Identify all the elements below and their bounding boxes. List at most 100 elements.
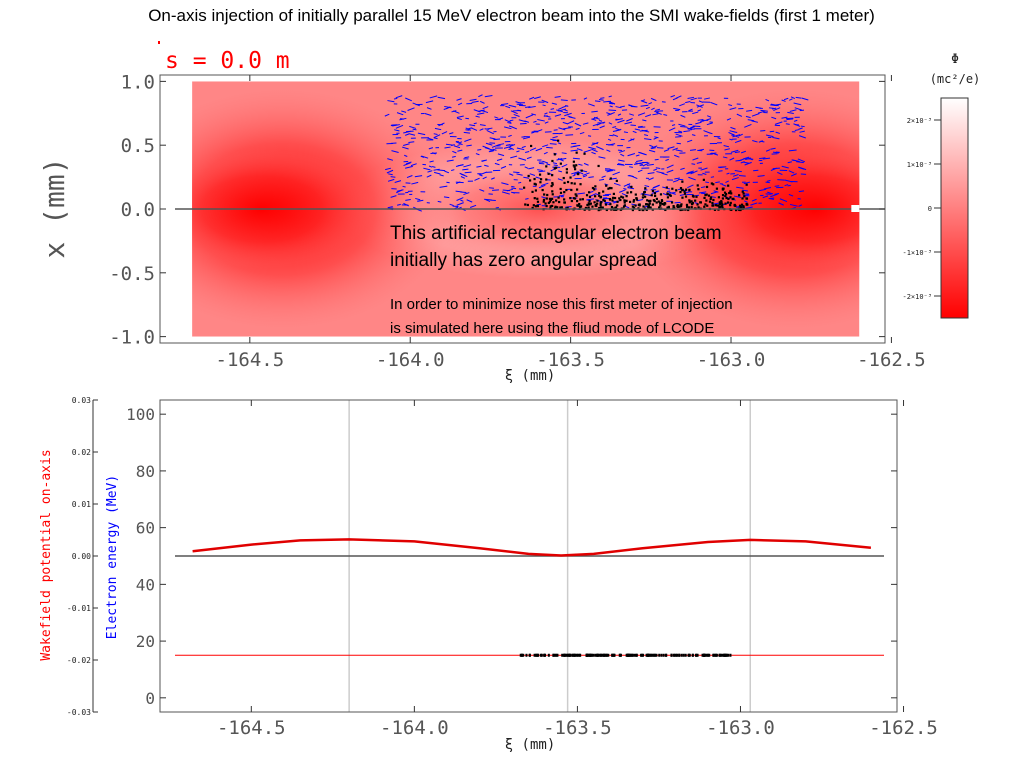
velocity-mark xyxy=(740,150,746,154)
beam-particle xyxy=(629,191,633,194)
velocity-mark xyxy=(439,185,448,188)
beam-particle xyxy=(574,193,577,196)
velocity-mark xyxy=(730,149,739,153)
velocity-mark xyxy=(533,120,537,123)
velocity-mark xyxy=(390,195,397,198)
velocity-mark xyxy=(598,99,604,101)
beam-particle xyxy=(534,205,537,208)
velocity-mark xyxy=(789,203,798,207)
velocity-mark xyxy=(469,124,476,127)
velocity-mark xyxy=(637,125,643,128)
velocity-mark xyxy=(473,109,481,113)
energy-point xyxy=(555,653,558,657)
velocity-mark xyxy=(663,149,670,152)
velocity-mark xyxy=(456,202,464,206)
velocity-mark xyxy=(670,94,676,98)
beam-particle xyxy=(523,186,526,189)
velocity-mark xyxy=(608,102,614,105)
velocity-mark xyxy=(725,180,729,184)
beam-particle xyxy=(594,195,597,198)
velocity-mark xyxy=(559,157,567,161)
velocity-mark xyxy=(693,194,700,197)
beam-particle xyxy=(718,206,721,209)
beam-particle xyxy=(587,191,591,194)
velocity-mark xyxy=(731,177,739,181)
velocity-mark xyxy=(444,170,450,174)
beam-particle xyxy=(607,187,610,190)
energy-point xyxy=(599,653,602,657)
velocity-mark xyxy=(485,199,491,203)
beam-particle xyxy=(745,203,748,206)
velocity-mark xyxy=(562,121,568,125)
beam-particle xyxy=(585,194,589,197)
velocity-mark xyxy=(493,138,501,141)
velocity-mark xyxy=(387,206,393,209)
velocity-mark xyxy=(751,113,760,117)
beam-particle xyxy=(539,181,542,184)
velocity-mark xyxy=(726,172,730,175)
velocity-mark xyxy=(683,130,691,133)
energy-point xyxy=(592,653,595,657)
velocity-mark xyxy=(529,147,537,152)
velocity-mark xyxy=(588,146,596,150)
beam-particle xyxy=(558,200,561,204)
velocity-mark xyxy=(702,172,707,175)
velocity-mark xyxy=(425,100,434,104)
beam-particle xyxy=(712,204,715,207)
velocity-mark xyxy=(655,108,661,111)
beam-particle xyxy=(602,198,605,202)
velocity-mark xyxy=(790,96,796,99)
velocity-mark xyxy=(733,195,742,198)
velocity-mark xyxy=(758,188,767,192)
beam-particle xyxy=(704,203,707,206)
energy-point xyxy=(561,653,564,657)
velocity-mark xyxy=(653,137,658,140)
velocity-mark xyxy=(711,196,716,198)
velocity-mark xyxy=(477,148,482,151)
velocity-mark xyxy=(501,182,509,186)
beam-particle xyxy=(635,198,639,201)
velocity-mark xyxy=(525,198,529,200)
y-tick-label: 0.0 xyxy=(121,199,155,221)
velocity-mark xyxy=(394,129,400,132)
velocity-mark xyxy=(787,111,794,114)
velocity-mark xyxy=(513,171,520,174)
velocity-mark xyxy=(405,165,413,169)
beam-particle xyxy=(631,205,634,208)
potential-axis-ticks: 0.03 0.02 0.01 0.00 -0.01 -0.02 -0.03 xyxy=(67,396,98,717)
colorbar-tick-label: 0 xyxy=(928,205,932,213)
beam-particle xyxy=(728,191,731,195)
velocity-mark xyxy=(732,134,741,138)
beam-particle xyxy=(659,193,663,196)
x-axis-title: ξ (mm) xyxy=(505,368,556,384)
velocity-mark xyxy=(619,105,625,108)
velocity-mark xyxy=(385,167,392,171)
velocity-mark xyxy=(541,196,547,199)
beam-particle xyxy=(721,203,724,206)
velocity-mark xyxy=(456,115,464,118)
beam-particle xyxy=(714,204,717,207)
velocity-mark xyxy=(427,170,433,173)
velocity-mark xyxy=(743,200,748,203)
beam-particle xyxy=(593,201,596,204)
velocity-mark xyxy=(757,175,765,177)
velocity-mark xyxy=(498,143,505,146)
velocity-mark xyxy=(554,96,561,98)
velocity-mark xyxy=(612,126,617,129)
beam-particle xyxy=(570,188,573,192)
energy-point xyxy=(626,653,629,657)
velocity-mark xyxy=(484,95,493,98)
velocity-mark xyxy=(772,107,777,110)
velocity-mark xyxy=(592,123,599,127)
beam-particle xyxy=(603,199,606,202)
velocity-mark xyxy=(759,157,766,160)
velocity-mark xyxy=(640,104,649,107)
beam-particle xyxy=(591,205,594,208)
velocity-mark xyxy=(475,153,480,156)
beam-particle xyxy=(729,190,732,193)
beam-particle xyxy=(599,206,602,209)
beam-particle xyxy=(650,194,653,197)
energy-point xyxy=(619,653,622,657)
beam-particle xyxy=(741,190,744,193)
x-tick-label: -164.5 xyxy=(217,717,286,739)
